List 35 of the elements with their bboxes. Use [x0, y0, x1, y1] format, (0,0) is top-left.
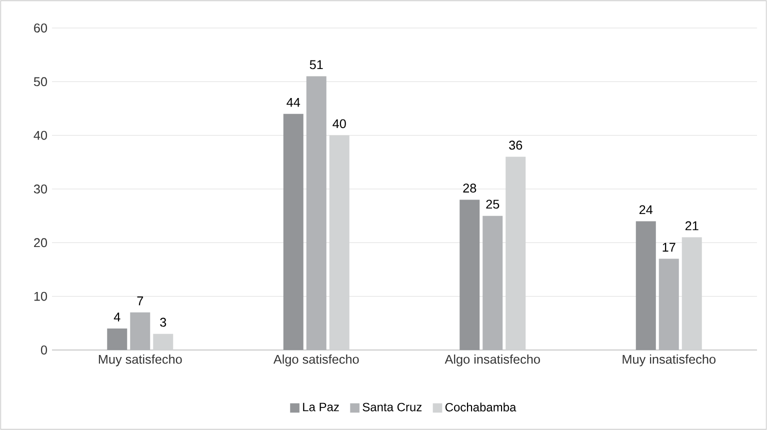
bar: [107, 328, 128, 350]
bar: [306, 76, 326, 350]
data-label: 25: [486, 200, 500, 209]
data-label: 40: [332, 119, 346, 128]
data-label: 17: [662, 242, 676, 252]
bar: [283, 114, 304, 350]
x-tick-label: Algo insatisfecho: [444, 354, 540, 366]
data-label: 44: [286, 98, 300, 107]
y-tick-label: 20: [34, 238, 48, 248]
data-label: 21: [685, 221, 698, 230]
x-tick-label: Algo satisfecho: [273, 354, 359, 366]
bar: [658, 258, 679, 350]
data-label: 51: [310, 60, 323, 70]
bar: [460, 200, 480, 350]
bar: [153, 334, 174, 350]
bar: [636, 221, 656, 350]
data-label: 4: [114, 312, 120, 322]
bar: [482, 216, 503, 350]
y-tick-label: 30: [34, 184, 48, 194]
y-tick-label: 50: [34, 77, 48, 86]
y-tick-label: 60: [34, 24, 48, 32]
data-label: 3: [160, 318, 166, 327]
legend-label: La Paz: [303, 402, 339, 412]
y-tick-label: 40: [34, 130, 48, 140]
data-label: 24: [639, 205, 653, 214]
bar: [130, 312, 150, 350]
data-label: 36: [509, 140, 522, 150]
data-label: 7: [137, 296, 144, 306]
x-tick-label: Muy insatisfecho: [622, 354, 716, 366]
y-tick-label: 0: [40, 346, 48, 354]
x-tick-label: Muy satisfecho: [98, 354, 182, 366]
legend-label: Cochabamba: [445, 402, 516, 412]
y-tick-label: 10: [34, 292, 48, 301]
legend-label: Santa Cruz: [362, 402, 422, 412]
data-label: 28: [463, 184, 476, 193]
